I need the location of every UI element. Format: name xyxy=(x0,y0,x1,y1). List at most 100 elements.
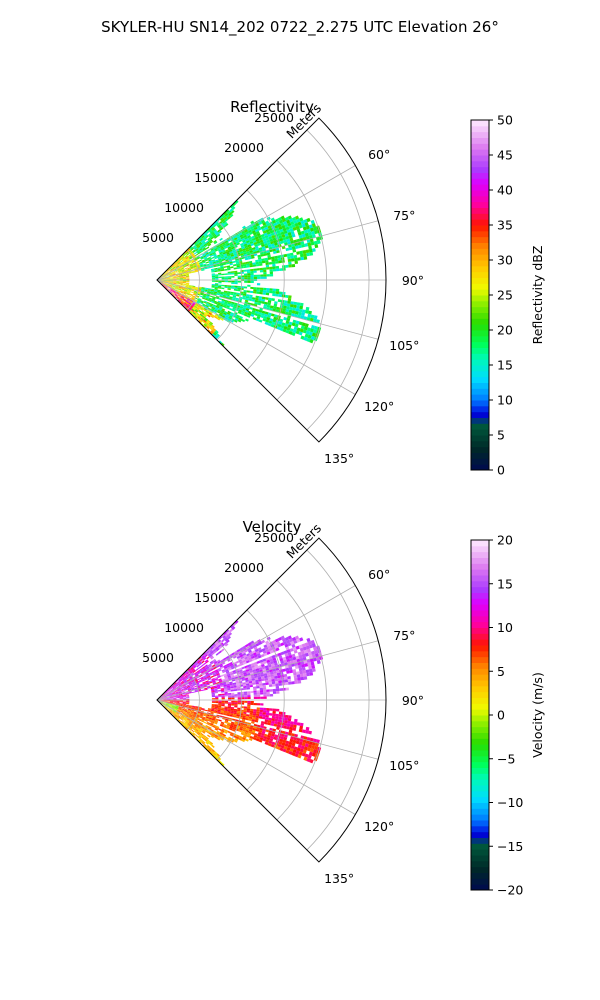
radar-gate xyxy=(244,311,249,315)
radar-gate xyxy=(261,228,266,232)
radar-gate xyxy=(210,230,214,235)
radar-gate xyxy=(306,672,310,677)
radar-gate xyxy=(185,306,188,310)
radar-gate xyxy=(236,235,241,239)
radar-gate xyxy=(169,281,174,283)
radar-gate xyxy=(238,659,243,663)
radar-gate xyxy=(315,739,320,744)
radar-gate xyxy=(182,299,186,302)
radar-gate xyxy=(221,693,225,696)
radar-gate xyxy=(268,712,273,716)
colorbar-segment xyxy=(471,540,489,547)
radar-gate xyxy=(242,295,246,298)
radial-tick-label: 5000 xyxy=(142,230,174,245)
radar-gate xyxy=(169,701,174,703)
radar-gate xyxy=(165,274,169,276)
radar-gate xyxy=(172,703,177,705)
radar-gate xyxy=(166,703,170,705)
radar-gate xyxy=(200,732,204,736)
radar-gate xyxy=(186,697,190,699)
radar-gate xyxy=(217,687,221,690)
radar-gate xyxy=(220,722,224,726)
radar-gate xyxy=(218,340,223,344)
radar-gate xyxy=(289,237,294,242)
radar-gate xyxy=(211,719,215,723)
radar-gate xyxy=(246,290,251,293)
radar-gate xyxy=(205,724,209,728)
radar-gate xyxy=(180,296,184,299)
radar-gate xyxy=(299,302,304,307)
radar-gate xyxy=(176,686,180,689)
colorbar-segment xyxy=(471,120,489,127)
radar-gate xyxy=(191,716,195,720)
radar-gate xyxy=(184,255,188,259)
colorbar-segment xyxy=(471,627,489,634)
radar-gate xyxy=(178,683,182,686)
radar-gate xyxy=(176,265,180,269)
radar-gate xyxy=(170,268,174,271)
radar-gate xyxy=(278,294,283,298)
radar-gate xyxy=(220,342,225,347)
radar-gate xyxy=(230,272,235,275)
radar-gate xyxy=(227,318,232,322)
radar-gate xyxy=(172,273,176,275)
radar-gate xyxy=(277,637,282,642)
radar-gate xyxy=(218,719,222,722)
radar-gate xyxy=(200,300,205,303)
radar-gate xyxy=(295,740,300,745)
radar-gate xyxy=(222,716,227,719)
radar-gate xyxy=(221,700,225,703)
radar-gate xyxy=(177,682,181,685)
radar-gate xyxy=(304,222,309,227)
radar-gate xyxy=(286,238,291,243)
radar-gate xyxy=(244,731,249,735)
radar-gate xyxy=(254,246,259,250)
radar-gate xyxy=(239,662,244,666)
radar-gate xyxy=(172,273,176,275)
radar-gate xyxy=(279,219,284,224)
radar-gate xyxy=(187,303,191,307)
radar-gate xyxy=(212,327,217,332)
radar-gate xyxy=(215,221,219,226)
radar-gate xyxy=(224,280,229,283)
radar-gate xyxy=(163,280,167,282)
radar-gate xyxy=(185,295,189,298)
radar-gate xyxy=(186,300,190,303)
radar-gate xyxy=(173,280,177,282)
radar-gate xyxy=(160,280,164,282)
radar-gate xyxy=(195,663,199,667)
radar-gate xyxy=(279,318,284,323)
radar-gate xyxy=(214,704,219,706)
radar-gate xyxy=(188,296,192,300)
radar-gate xyxy=(300,256,305,261)
radar-gate xyxy=(293,301,298,306)
radar-gate xyxy=(274,716,279,720)
radar-gate xyxy=(236,292,240,295)
radar-gate xyxy=(189,676,193,679)
radar-gate xyxy=(190,267,195,270)
radar-gate xyxy=(214,286,218,289)
radar-gate xyxy=(247,704,251,707)
radar-gate xyxy=(171,264,174,267)
radar-gate xyxy=(213,229,218,234)
radar-gate xyxy=(203,323,207,327)
radar-gate xyxy=(249,262,253,266)
radar-gate xyxy=(201,316,205,320)
radar-gate xyxy=(242,308,246,312)
radar-gate xyxy=(251,665,255,669)
radar-gate xyxy=(234,694,238,696)
radar-gate xyxy=(292,329,297,334)
radar-gate xyxy=(180,260,184,263)
radar-gate xyxy=(166,695,170,697)
colorbar-segment xyxy=(471,370,489,378)
colorbar-tick-label: 15 xyxy=(497,576,513,591)
radar-gate xyxy=(219,724,224,727)
radar-gate xyxy=(178,270,182,273)
radar-gate xyxy=(209,731,213,735)
colorbar-segment xyxy=(471,820,489,827)
radar-gate xyxy=(199,243,203,247)
radar-gate xyxy=(310,219,315,225)
radar-gate xyxy=(204,258,208,261)
radar-gate xyxy=(185,282,190,284)
colorbar-tick-label: −10 xyxy=(497,795,523,810)
